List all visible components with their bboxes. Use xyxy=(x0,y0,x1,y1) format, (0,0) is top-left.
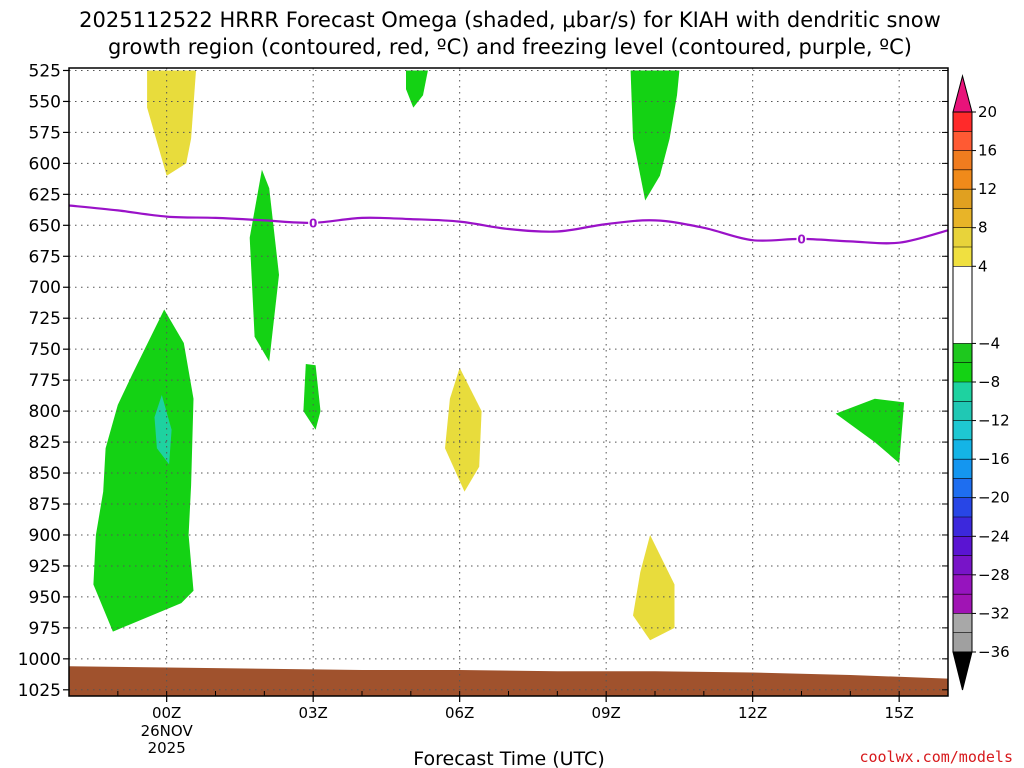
colorbar-segment-7 xyxy=(953,247,972,267)
y-tick-label-950: 950 xyxy=(29,588,61,608)
y-tick-label-700: 700 xyxy=(29,278,61,298)
colorbar-label-4: 4 xyxy=(978,257,988,275)
colorbar-segment-24 xyxy=(953,632,972,652)
x-tick-label-03Z: 03Z xyxy=(298,704,327,722)
colorbar-top-arrow xyxy=(952,74,973,113)
y-tick-label-725: 725 xyxy=(29,309,61,329)
plot-background xyxy=(69,68,948,696)
colorbar-label-3: 8 xyxy=(978,219,988,237)
freezing-level-label-0: 0 xyxy=(309,216,317,230)
colorbar-label-12: −32 xyxy=(978,604,1010,622)
surface-layer xyxy=(69,666,948,696)
y-axis: 525 550 575 600 625 650 675 700 725 750 775 800 825 8… xyxy=(18,61,948,701)
y-tick-label-675: 675 xyxy=(29,247,61,267)
chart-title-line-2: growth region (contoured, red, ºC) and f… xyxy=(108,35,912,59)
x-tick-sublabel-00Z-0: 26NOV xyxy=(141,722,194,740)
credit-link[interactable]: coolwx.com/models xyxy=(859,748,1013,766)
y-tick-label-775: 775 xyxy=(29,371,61,391)
x-tick-label-00Z: 00Z xyxy=(152,704,181,722)
colorbar-segment-19 xyxy=(953,536,972,556)
colorbar-segment-14 xyxy=(953,439,972,460)
y-tick-label-850: 850 xyxy=(29,464,61,484)
colorbar-segment-5 xyxy=(953,208,972,228)
colorbar-label-10: −24 xyxy=(978,527,1010,545)
y-tick-label-825: 825 xyxy=(29,433,61,453)
colorbar-segment-2 xyxy=(953,150,972,170)
colorbar-segment-20 xyxy=(953,555,972,575)
colorbar-label-2: 12 xyxy=(978,180,997,198)
colorbar-segment-9 xyxy=(953,343,972,363)
colorbar-segment-18 xyxy=(953,517,972,537)
y-tick-label-800: 800 xyxy=(29,402,61,422)
freezing-level-label-bg-1 xyxy=(796,231,807,246)
omega-region-rising-motion-yellow-10z-lower xyxy=(633,535,675,641)
x-tick-label-12Z: 12Z xyxy=(738,704,767,722)
y-tick-label-750: 750 xyxy=(29,340,61,360)
colorbar-segment-13 xyxy=(953,420,972,440)
colorbar-segment-17 xyxy=(953,497,972,517)
y-tick-label-925: 925 xyxy=(29,557,61,577)
omega-region-sinking-motion-green-14z xyxy=(835,398,905,464)
colorbar-segment-22 xyxy=(953,594,972,614)
colorbar-label-0: 20 xyxy=(978,103,997,121)
x-tick-label-09Z: 09Z xyxy=(591,704,620,722)
y-tick-label-525: 525 xyxy=(29,61,61,81)
colorbar-segment-11 xyxy=(953,382,972,402)
x-axis-label: Forecast Time (UTC) xyxy=(413,748,604,768)
colorbar-segment-21 xyxy=(953,574,972,595)
colorbar-label-5: −4 xyxy=(978,334,1000,352)
colorbar-segment-12 xyxy=(953,401,972,421)
freezing-level-layer: 00 xyxy=(68,204,949,246)
x-tick-label-06Z: 06Z xyxy=(445,704,474,722)
y-tick-label-650: 650 xyxy=(29,216,61,236)
colorbar-segment-6 xyxy=(953,227,972,247)
colorbar-label-7: −12 xyxy=(978,412,1010,430)
y-tick-label-975: 975 xyxy=(29,619,61,639)
colorbar-segment-3 xyxy=(953,169,972,190)
freezing-level-label-bg-0 xyxy=(308,215,319,230)
y-tick-label-575: 575 xyxy=(29,123,61,143)
colorbar-label-11: −28 xyxy=(978,566,1010,584)
omega-region-sinking-motion-green-10z-upper xyxy=(630,70,680,201)
omega-region-sinking-motion-green-05z-upper xyxy=(406,70,428,108)
colorbar-segment-0 xyxy=(953,112,972,132)
colorbar-label-9: −20 xyxy=(978,489,1010,507)
colorbar-label-8: −16 xyxy=(978,450,1010,468)
x-tick-sublabel-00Z-1: 2025 xyxy=(148,739,186,757)
colorbar-label-1: 16 xyxy=(978,142,997,160)
omega-region-sinking-motion-green-00z-lower xyxy=(93,309,194,632)
colorbar-segment-15 xyxy=(953,459,972,479)
y-tick-label-900: 900 xyxy=(29,526,61,546)
surface-terrain-fill xyxy=(69,666,948,696)
colorbar-segment-10 xyxy=(953,362,972,382)
colorbar-label-13: −36 xyxy=(978,643,1010,661)
colorbar-label-6: −8 xyxy=(978,373,1000,391)
colorbar-segment-23 xyxy=(953,613,972,633)
omega-region-sinking-motion-green-02z-column xyxy=(249,169,279,362)
y-tick-label-600: 600 xyxy=(29,154,61,174)
omega-region-rising-motion-yellow-0z-upper xyxy=(147,70,196,176)
x-tick-label-15Z: 15Z xyxy=(884,704,913,722)
grid-layer xyxy=(69,68,948,696)
omega-region-rising-motion-yellow-06z xyxy=(445,367,482,492)
colorbar: 20 16 12 8 4 −4 −8 −12 −16 −20 −24 −28 −32 −36 xyxy=(952,74,1010,691)
freezing-level-label-1: 0 xyxy=(797,232,805,246)
chart-title-line-1: 2025112522 HRRR Forecast Omega (shaded, … xyxy=(79,8,941,32)
colorbar-segment-8 xyxy=(953,266,972,344)
colorbar-segment-16 xyxy=(953,478,972,498)
colorbar-segment-1 xyxy=(953,131,972,151)
y-tick-label-875: 875 xyxy=(29,495,61,515)
colorbar-segment-4 xyxy=(953,189,972,209)
omega-region-sinking-motion-teal-00z-core xyxy=(154,395,172,465)
y-tick-label-625: 625 xyxy=(29,185,61,205)
y-tick-label-1025: 1025 xyxy=(18,681,61,701)
y-tick-label-1000: 1000 xyxy=(18,650,61,670)
colorbar-bottom-arrow xyxy=(952,651,973,691)
y-tick-label-550: 550 xyxy=(29,92,61,112)
